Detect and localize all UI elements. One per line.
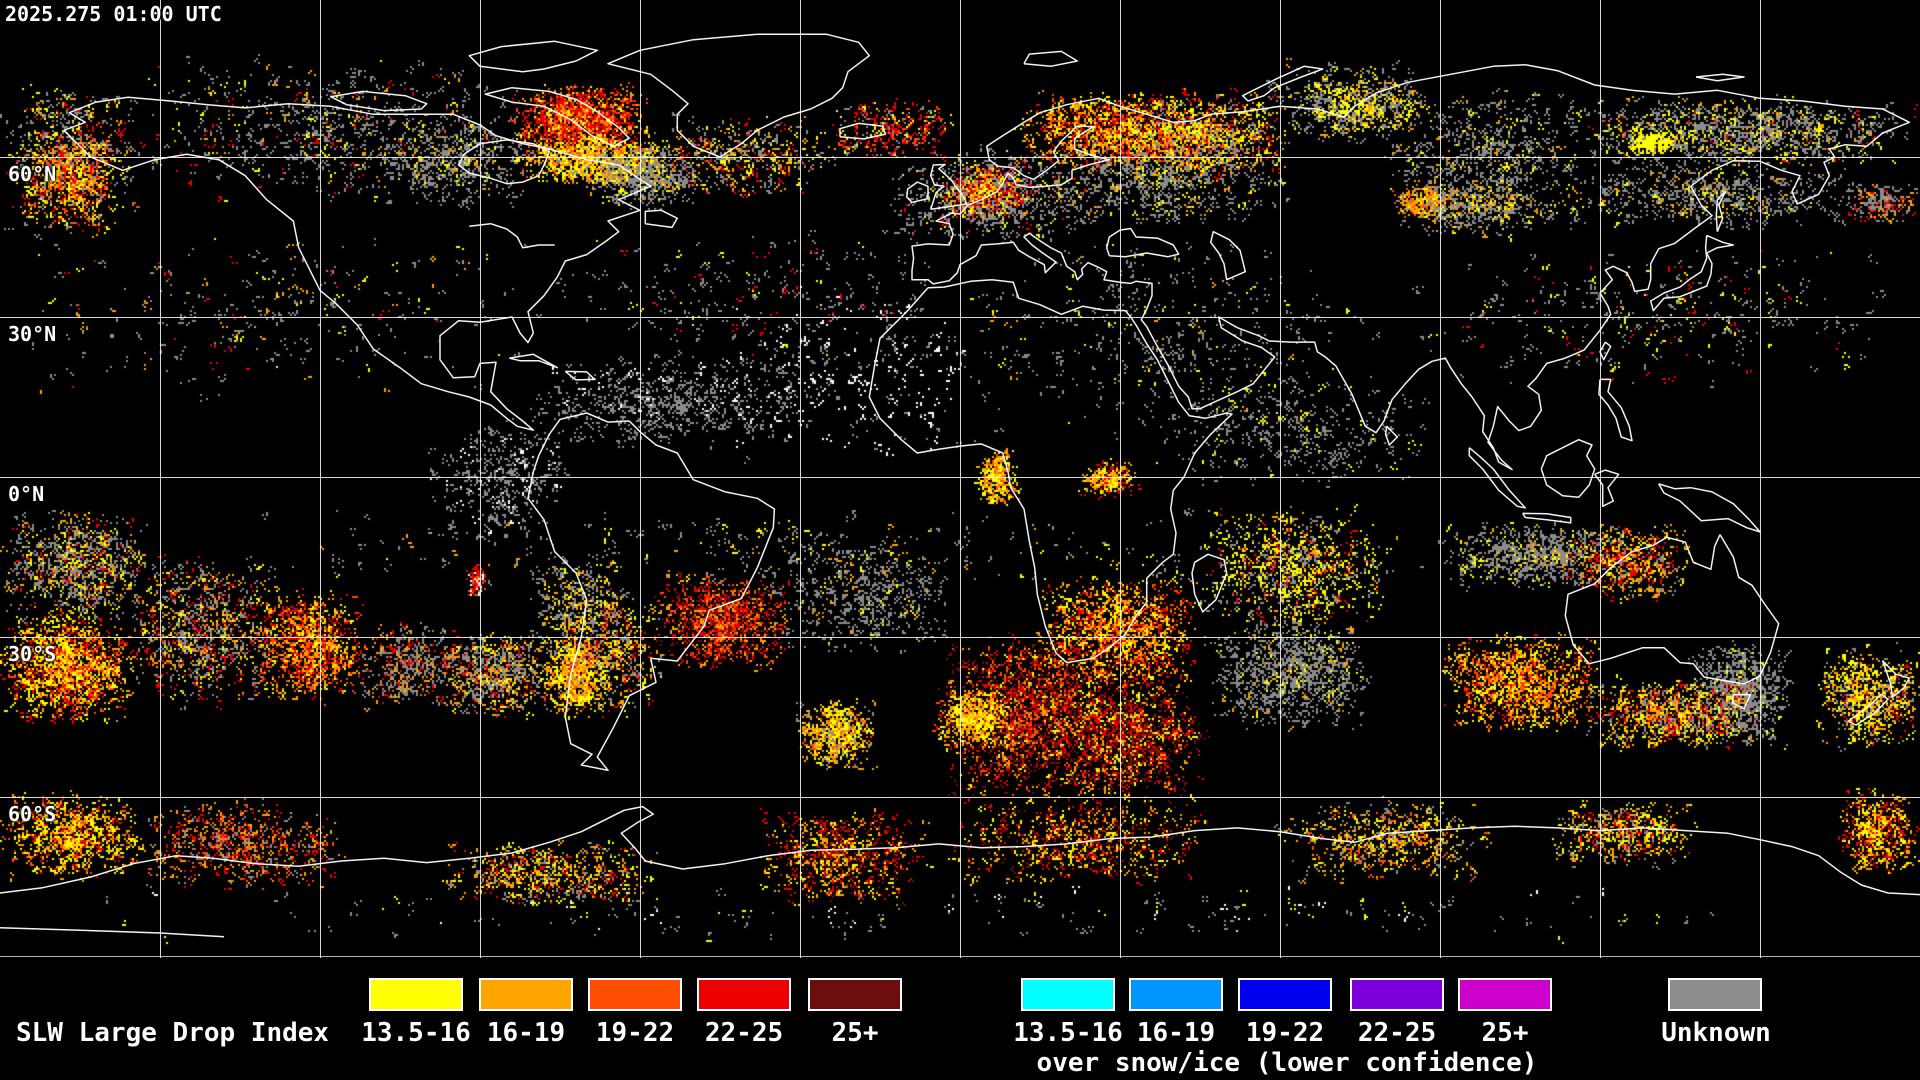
legend-swatch-warm-1: [479, 978, 573, 1011]
coastline: [1594, 469, 1620, 508]
coastline: [1209, 230, 1247, 281]
map-overlay: [0, 0, 1920, 958]
coastline: [644, 209, 679, 229]
legend-swatch-snow-3: [1350, 978, 1444, 1011]
legend-snow-caption: over snow/ice (lower confidence): [1036, 1048, 1538, 1078]
coastline: [0, 805, 1920, 896]
coastline: [1105, 227, 1180, 258]
legend-swatch-snow-4: [1458, 978, 1552, 1011]
coastline: [1731, 693, 1752, 710]
coastline: [1598, 378, 1633, 442]
legend-label-warm-3: 22-25: [704, 1018, 784, 1048]
coastline: [1649, 234, 1735, 312]
timestamp: 2025.275 01:00 UTC: [5, 2, 222, 26]
lat-label-60s: 60°S: [8, 802, 57, 826]
legend-label-snow-2: 19-22: [1245, 1018, 1325, 1048]
legend-swatch-warm-0: [369, 978, 463, 1011]
coastline: [63, 96, 652, 431]
lat-label-0n: 0°N: [8, 482, 45, 506]
legend-label-snow-4: 25+: [1481, 1018, 1529, 1048]
coastline: [457, 139, 551, 185]
coastline: [0, 926, 225, 938]
legend-label-snow-3: 22-25: [1357, 1018, 1437, 1048]
coastline: [1023, 50, 1079, 68]
lat-label-60n: 60°N: [8, 162, 57, 186]
coastline: [1241, 65, 1324, 102]
coastline: [1881, 660, 1911, 699]
coastline: [868, 278, 1233, 664]
coastline: [905, 181, 929, 204]
coastline: [1540, 438, 1596, 499]
legend-swatch-unknown: [1668, 978, 1762, 1011]
legend-label-snow-0: 13.5-16: [1013, 1018, 1123, 1048]
legend-swatch-warm-3: [697, 978, 791, 1011]
lat-label-30n: 30°N: [8, 322, 57, 346]
coastline: [839, 122, 887, 140]
legend-swatch-snow-2: [1238, 978, 1332, 1011]
coastline: [1599, 341, 1612, 361]
coastline: [468, 40, 599, 73]
legend-label-warm-1: 16-19: [486, 1018, 566, 1048]
coastline: [527, 412, 776, 772]
coastline: [1715, 190, 1727, 232]
coastline: [509, 353, 559, 369]
coastline: [1191, 553, 1228, 613]
legend-swatch-warm-2: [588, 978, 682, 1011]
coastline: [1522, 512, 1572, 524]
lat-label-30s: 30°S: [8, 642, 57, 666]
coastline: [929, 163, 968, 211]
legend-swatch-snow-1: [1129, 978, 1223, 1011]
coastline: [1564, 534, 1780, 685]
legend-title: SLW Large Drop Index: [16, 1018, 330, 1048]
coastline: [469, 222, 555, 249]
coastline: [484, 86, 631, 147]
coastline: [1695, 73, 1745, 82]
legend-label-warm-2: 19-22: [595, 1018, 675, 1048]
legend-swatch-snow-0: [1021, 978, 1115, 1011]
coastline: [607, 33, 871, 158]
coastline: [329, 90, 428, 112]
coastline: [1384, 425, 1399, 446]
legend-label-warm-0: 13.5-16: [361, 1018, 471, 1048]
legend-label-warm-4: 25+: [831, 1018, 879, 1048]
coastline: [1658, 483, 1761, 533]
legend-label-snow-1: 16-19: [1136, 1018, 1216, 1048]
legend-label-unknown: Unknown: [1661, 1018, 1771, 1048]
coastline: [1468, 447, 1527, 509]
coastline: [1847, 693, 1889, 726]
coastline: [564, 370, 596, 381]
legend-swatch-warm-4: [808, 978, 902, 1011]
coastline: [911, 63, 1911, 471]
